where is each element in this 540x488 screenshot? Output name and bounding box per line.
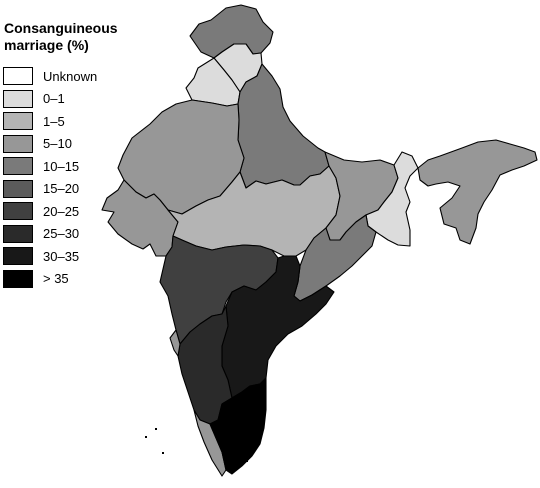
legend-item-over-35: > 35	[3, 268, 97, 290]
legend-title: Consanguineous marriage (%)	[4, 20, 118, 53]
legend-item-1-5: 1–5	[3, 110, 97, 132]
legend-label: 5–10	[43, 136, 72, 151]
legend-swatch	[3, 134, 33, 153]
legend-swatch	[3, 202, 33, 220]
region-west-bengal	[365, 151, 419, 247]
legend-item-5-10: 5–10	[3, 133, 97, 155]
lakshadweep-islands	[155, 428, 157, 430]
legend-item-30-35: 30–35	[3, 245, 97, 267]
legend-label: 15–20	[43, 181, 80, 196]
legend-item-10-15: 10–15	[3, 155, 97, 177]
legend-label: Unknown	[43, 68, 98, 84]
region-uttar-pradesh	[237, 63, 330, 189]
legend-item-25-30: 25–30	[3, 223, 97, 245]
island-dot	[246, 460, 248, 462]
legend-swatch	[3, 67, 33, 85]
legend-label: 0–1	[43, 91, 65, 106]
legend-label: 25–30	[43, 226, 80, 241]
legend-swatch	[3, 269, 33, 288]
lakshadweep-islands	[145, 436, 147, 438]
legend-item-0-1: 0–1	[3, 88, 97, 110]
region-northeast	[417, 139, 538, 245]
legend-label: 30–35	[43, 248, 80, 264]
region-goa	[169, 329, 181, 357]
legend-label: 20–25	[43, 203, 80, 219]
legend-swatch	[3, 224, 33, 243]
region-gujarat	[101, 179, 179, 257]
legend-label: 1–5	[43, 113, 65, 129]
legend-label: > 35	[43, 271, 69, 286]
legend-swatch	[3, 157, 33, 175]
legend: Unknown 0–1 1–5 5–10 10–15 15–20 20–25 2…	[3, 65, 97, 290]
legend-swatch	[3, 112, 33, 130]
legend-label: 10–15	[43, 158, 80, 174]
region-tamil-nadu	[209, 377, 267, 475]
legend-swatch	[3, 89, 33, 108]
lakshadweep-islands	[162, 452, 164, 454]
legend-item-15-20: 15–20	[3, 178, 97, 200]
legend-item-20-25: 20–25	[3, 200, 97, 222]
region-karnataka	[177, 305, 233, 425]
legend-item-unknown: Unknown	[3, 65, 97, 87]
legend-swatch	[3, 247, 33, 265]
legend-swatch	[3, 179, 33, 198]
